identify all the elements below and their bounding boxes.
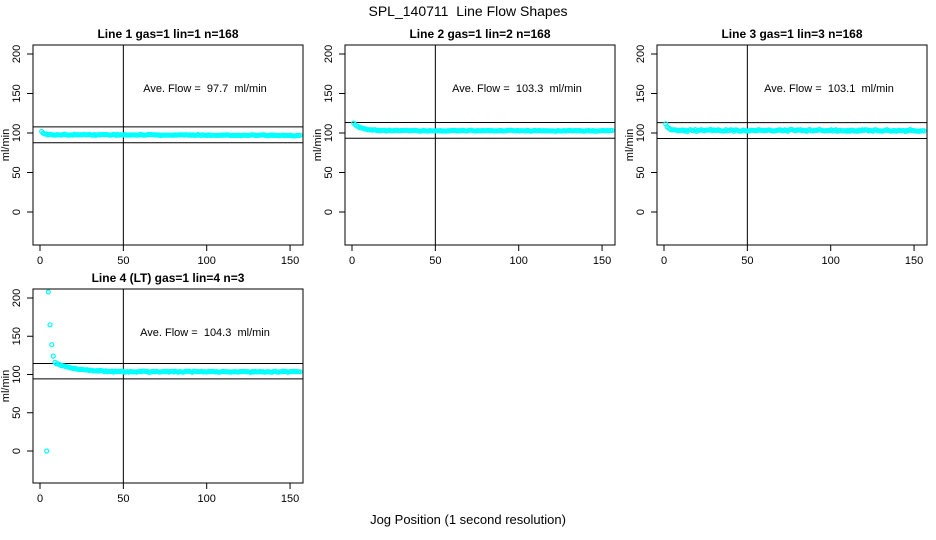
plot-box: [32, 288, 304, 484]
panel-title: Line 1 gas=1 lin=1 n=168: [97, 27, 238, 41]
panel-line-4-chart: Line 4 (LT) gas=1 lin=4 n=3 0 50 100 150 200 m…: [0, 271, 304, 505]
x-tick-label: 150: [905, 255, 923, 267]
data-point: [297, 369, 303, 375]
scatter-series: [44, 289, 303, 454]
y-tick-label: 100: [323, 124, 335, 142]
panel-line-1-chart: Line 1 gas=1 lin=1 n=168 0 50 100 150 200 ml/m…: [0, 27, 304, 267]
x-tick-label: 50: [117, 255, 129, 267]
y-tick-label: 200: [11, 45, 23, 63]
y-axis-label: ml/min: [0, 370, 12, 402]
x-tick-label: 100: [198, 493, 216, 505]
y-tick-label: 0: [11, 448, 23, 454]
ave-flow-annotation: Ave. Flow = 104.3 ml/min: [140, 327, 270, 339]
scatter-series: [351, 120, 615, 134]
y-tick-label: 50: [323, 166, 335, 178]
ave-flow-annotation: Ave. Flow = 103.1 ml/min: [764, 83, 894, 95]
y-tick-label: 100: [11, 365, 23, 383]
panel-title: Line 4 (LT) gas=1 lin=4 n=3: [92, 271, 245, 285]
panel-title: Line 3 gas=1 lin=3 n=168: [721, 27, 862, 41]
y-tick-label: 50: [635, 166, 647, 178]
y-axis-label: ml/min: [312, 129, 324, 161]
data-point: [921, 128, 927, 134]
main-title: SPL_140711 Line Flow Shapes: [368, 3, 568, 19]
data-point: [50, 353, 56, 359]
y-tick-label: 100: [635, 124, 647, 142]
panel-line-3-chart: Line 3 gas=1 lin=3 n=168 0 50 100 150 200 ml/m…: [624, 27, 928, 267]
data-point: [44, 448, 50, 454]
plot-box: [32, 44, 304, 246]
ave-flow-annotation: Ave. Flow = 103.3 ml/min: [452, 83, 582, 95]
y-tick-label: 200: [635, 45, 647, 63]
y-tick-label: 200: [323, 45, 335, 63]
y-tick-label: 0: [323, 209, 335, 215]
shared-x-axis-label: Jog Position (1 second resolution): [370, 512, 566, 527]
plot-box: [656, 44, 928, 246]
x-tick-label: 100: [510, 255, 528, 267]
y-tick-label: 150: [323, 84, 335, 102]
ave-flow-annotation: Ave. Flow = 97.7 ml/min: [143, 83, 267, 95]
data-point: [609, 127, 615, 134]
y-tick-label: 150: [11, 327, 23, 345]
y-tick-label: 200: [11, 289, 23, 307]
x-tick-label: 50: [741, 255, 753, 267]
y-tick-label: 0: [635, 209, 647, 215]
data-point: [49, 342, 55, 348]
data-point: [45, 289, 51, 295]
x-tick-label: 150: [593, 255, 611, 267]
x-tick-label: 0: [349, 255, 355, 267]
x-tick-label: 0: [661, 255, 667, 267]
scatter-series: [663, 121, 927, 135]
y-axis-label: ml/min: [0, 129, 12, 161]
panel-title: Line 2 gas=1 lin=2 n=168: [409, 27, 550, 41]
x-tick-label: 100: [822, 255, 840, 267]
x-tick-label: 50: [117, 493, 129, 505]
y-tick-label: 150: [635, 84, 647, 102]
x-tick-label: 0: [37, 493, 43, 505]
y-tick-label: 0: [11, 209, 23, 215]
x-tick-label: 150: [281, 255, 299, 267]
y-tick-label: 100: [11, 124, 23, 142]
y-tick-label: 50: [11, 407, 23, 419]
data-point: [297, 132, 303, 138]
plot-box: [344, 44, 616, 246]
y-tick-label: 50: [11, 166, 23, 178]
scatter-series: [39, 128, 303, 139]
data-point: [47, 322, 53, 328]
y-tick-label: 150: [11, 84, 23, 102]
y-axis-label: ml/min: [624, 129, 636, 161]
x-tick-label: 50: [429, 255, 441, 267]
x-tick-label: 150: [281, 493, 299, 505]
x-tick-label: 100: [198, 255, 216, 267]
panel-line-2-chart: Line 2 gas=1 lin=2 n=168 0 50 100 150 200 ml/m…: [312, 27, 616, 267]
x-tick-label: 0: [37, 255, 43, 267]
